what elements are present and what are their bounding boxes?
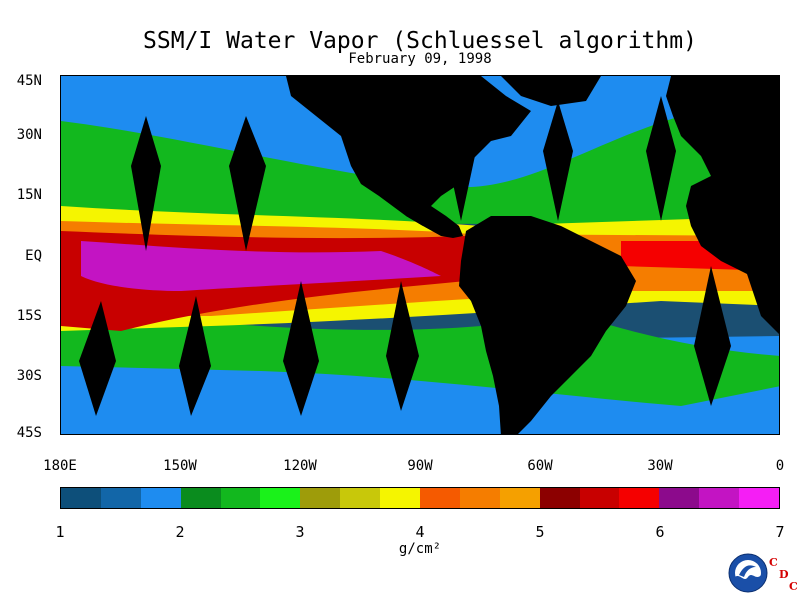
cdc-letter-d: D <box>779 568 789 581</box>
colorbar-label-2: 2 <box>175 523 185 541</box>
greenland <box>501 76 601 106</box>
colorbar-swatch <box>340 488 381 508</box>
colorbar-label-5: 5 <box>535 523 545 541</box>
colorbar-swatch <box>100 488 141 508</box>
lat-label-45s: 45S <box>16 425 42 441</box>
colorbar-swatch <box>380 488 421 508</box>
lat-label-30n: 30N <box>16 127 42 143</box>
colorbar-swatch <box>579 488 620 508</box>
colorbar-label-7: 7 <box>775 523 785 541</box>
color-bar <box>60 487 780 509</box>
data-gap-9 <box>694 266 731 406</box>
colorbar-swatch <box>619 488 660 508</box>
cdc-letter-c1: C <box>769 556 778 569</box>
colorbar-label-6: 6 <box>655 523 665 541</box>
north-america <box>286 76 531 226</box>
map-date: February 09, 1998 <box>348 51 492 67</box>
noaa-logo-icon <box>728 553 768 593</box>
colorbar-swatch <box>300 488 341 508</box>
colorbar-swatch <box>459 488 500 508</box>
lon-label-180e: 180E <box>43 458 77 474</box>
lon-label-30w: 30W <box>647 458 673 474</box>
colorbar-swatch <box>180 488 221 508</box>
data-gap-10 <box>446 101 476 221</box>
lat-label-15n: 15N <box>16 187 42 203</box>
data-gap-5 <box>283 281 319 416</box>
colorbar-units: g/cm² <box>398 541 442 557</box>
colorbar-swatch <box>659 488 700 508</box>
lon-label-0: 0 <box>775 458 785 474</box>
colorbar-swatch <box>699 488 740 508</box>
water-vapor-map <box>60 75 780 435</box>
colorbar-swatch <box>739 488 780 508</box>
data-gap-2 <box>229 116 266 251</box>
central-america <box>406 206 463 238</box>
lat-label-eq: EQ <box>25 248 42 264</box>
data-gap-7 <box>543 101 573 221</box>
data-gap-1 <box>131 116 161 251</box>
cdc-letter-c2: C <box>789 580 798 593</box>
data-gap-8 <box>646 96 676 221</box>
southern-africa <box>746 271 779 334</box>
africa-europe <box>666 76 779 281</box>
data-gap-3 <box>79 301 116 416</box>
data-gap-6 <box>386 281 419 411</box>
colorbar-swatch <box>140 488 181 508</box>
band-magenta <box>81 241 441 291</box>
colorbar-label-4: 4 <box>415 523 425 541</box>
colorbar-swatch <box>260 488 301 508</box>
colorbar-swatch <box>499 488 540 508</box>
lon-label-60w: 60W <box>527 458 553 474</box>
lon-label-120w: 120W <box>283 458 317 474</box>
data-gap-4 <box>179 296 211 416</box>
south-america <box>459 216 636 434</box>
colorbar-swatch <box>539 488 580 508</box>
lat-label-15s: 15S <box>16 308 42 324</box>
lat-label-45n: 45N <box>16 73 42 89</box>
colorbar-swatch <box>420 488 460 508</box>
colorbar-label-1: 1 <box>55 523 65 541</box>
colorbar-label-3: 3 <box>295 523 305 541</box>
map-title: SSM/I Water Vapor (Schluessel algorithm) <box>143 28 697 54</box>
lat-label-30s: 30S <box>16 368 42 384</box>
colorbar-swatch <box>220 488 261 508</box>
lon-label-90w: 90W <box>407 458 433 474</box>
colorbar-swatch <box>61 488 101 508</box>
lon-label-150w: 150W <box>163 458 197 474</box>
map-graphic <box>61 76 779 434</box>
